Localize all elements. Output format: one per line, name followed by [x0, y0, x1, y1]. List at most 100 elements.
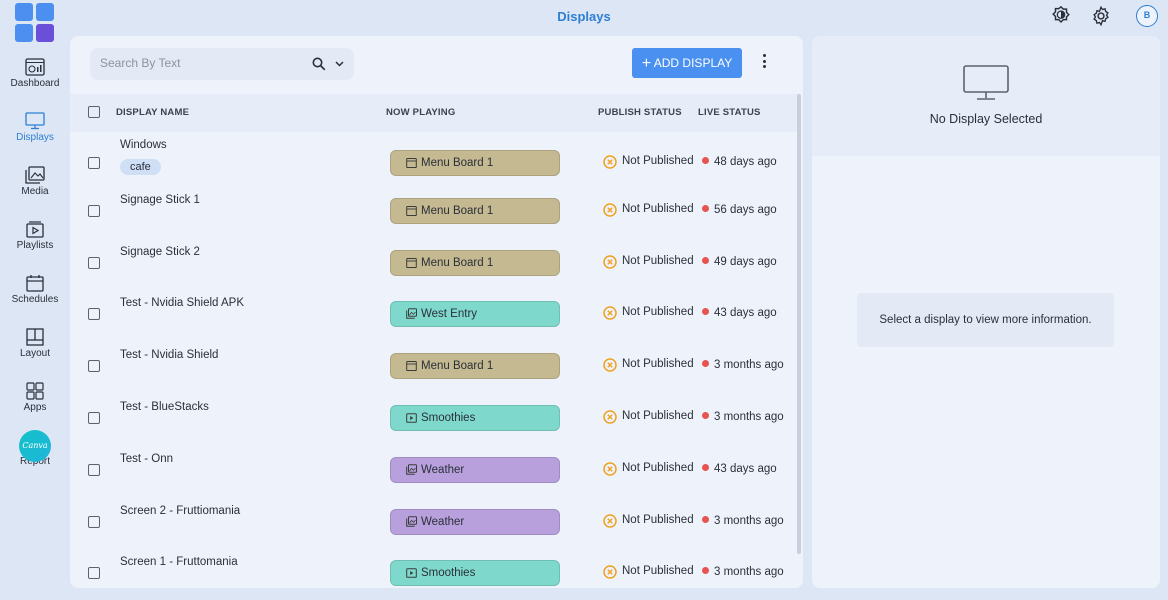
sidebar-item-playlists[interactable]: Playlists	[0, 220, 70, 266]
chevron-down-icon[interactable]	[335, 61, 344, 67]
playlist-icon	[26, 221, 44, 238]
publish-status: Not Published	[603, 155, 694, 169]
sidebar-item-label: Media	[21, 186, 49, 197]
display-name[interactable]: Test - Nvidia Shield	[120, 349, 219, 362]
now-playing-label: Weather	[421, 463, 465, 476]
not-published-icon	[603, 462, 617, 476]
now-playing-chip[interactable]: Menu Board 1	[390, 150, 560, 176]
search-icon[interactable]	[312, 57, 326, 71]
display-name[interactable]: Test - Onn	[120, 452, 174, 465]
display-tag[interactable]: cafe	[120, 159, 161, 175]
not-published-icon	[603, 203, 617, 217]
now-playing-chip[interactable]: Smoothies	[390, 560, 560, 587]
sidebar-item-media[interactable]: Media	[0, 166, 70, 212]
live-status-text: 43 days ago	[714, 462, 777, 475]
more-options-icon[interactable]	[758, 54, 770, 72]
table-row[interactable]: Screen 2 - Fruttiomania Weather Not Publis…	[70, 495, 798, 547]
display-name[interactable]: Signage Stick 1	[120, 193, 200, 206]
row-checkbox[interactable]	[88, 204, 100, 217]
publish-status: Not Published	[603, 461, 694, 476]
now-playing-chip[interactable]: Menu Board 1	[390, 353, 560, 380]
search-input[interactable]	[100, 56, 300, 70]
sidebar-item-layout[interactable]: Layout	[0, 328, 70, 374]
row-checkbox[interactable]	[88, 412, 100, 424]
display-name[interactable]: Windows	[120, 139, 167, 151]
not-published-icon	[603, 358, 617, 372]
live-status: 56 days ago	[702, 204, 777, 216]
sidebar-item-apps[interactable]: Apps	[0, 382, 70, 428]
display-name[interactable]: Screen 1 - Fruttomania	[120, 556, 238, 569]
now-playing-label: Weather	[421, 515, 465, 528]
publish-status-text: Not Published	[622, 461, 694, 474]
table-row[interactable]: Screen 1 - Fruttomania Smoothies Not Publi…	[70, 546, 798, 588]
table-row[interactable]: Test - Nvidia Shield APK West Entry Not Pu…	[70, 287, 798, 339]
publish-status-text: Not Published	[622, 306, 694, 319]
table-row[interactable]: Test - Nvidia Shield Menu Board 1 Not Publ…	[70, 339, 798, 391]
top-bar: Displays B	[0, 0, 1168, 42]
table-row[interactable]: Test - BlueStacks Smoothies Not Published 3…	[70, 391, 798, 443]
live-status: 43 days ago	[702, 307, 777, 319]
row-checkbox[interactable]	[88, 515, 100, 528]
gear-icon[interactable]	[1090, 5, 1112, 27]
publish-status: Not Published	[603, 565, 694, 580]
publish-status-text: Not Published	[622, 513, 694, 526]
publish-status-text: Not Published	[622, 254, 694, 267]
display-name[interactable]: Signage Stick 2	[120, 245, 200, 258]
select-all-checkbox[interactable]	[88, 106, 100, 118]
row-checkbox[interactable]	[88, 157, 100, 169]
not-published-icon	[603, 410, 617, 424]
now-playing-label: Menu Board 1	[421, 157, 494, 169]
publish-status-text: Not Published	[622, 410, 694, 422]
sidebar: Dashboard Displays Media Playlists Sched…	[0, 50, 70, 482]
row-checkbox[interactable]	[88, 256, 100, 269]
display-name[interactable]: Test - Nvidia Shield APK	[120, 297, 245, 310]
sidebar-item-displays[interactable]: Displays	[0, 112, 70, 158]
column-header-now-playing[interactable]: NOW PLAYING	[386, 107, 456, 118]
now-playing-chip[interactable]: Smoothies	[390, 405, 560, 431]
now-playing-chip[interactable]: Weather	[390, 456, 560, 483]
add-display-label: ADD DISPLAY	[653, 56, 733, 70]
column-header-live-status[interactable]: LIVE STATUS	[698, 107, 761, 118]
table-row[interactable]: Windows cafe Menu Board 1 Not Published 48 d…	[70, 132, 798, 184]
display-detail-panel: No Display Selected Select a display to …	[812, 36, 1160, 588]
apps-icon	[26, 382, 44, 400]
live-status-text: 49 days ago	[714, 255, 777, 268]
dashboard-icon	[25, 58, 45, 76]
row-checkbox[interactable]	[88, 463, 100, 476]
theme-toggle-icon[interactable]	[1050, 5, 1072, 27]
status-dot	[702, 157, 709, 164]
status-dot	[702, 308, 709, 316]
row-checkbox[interactable]	[88, 308, 100, 321]
add-display-button[interactable]: + ADD DISPLAY	[632, 48, 742, 78]
monitor-icon	[963, 65, 1009, 100]
now-playing-chip[interactable]: West Entry	[390, 301, 560, 328]
table-row[interactable]: Test - Onn Weather Not Published 43 days ag…	[70, 443, 798, 495]
publish-status: Not Published	[603, 513, 694, 528]
column-header-publish-status[interactable]: PUBLISH STATUS	[598, 107, 682, 118]
sidebar-item-label: Dashboard	[10, 78, 60, 89]
now-playing-chip[interactable]: Menu Board 1	[390, 249, 560, 276]
table-row[interactable]: Signage Stick 1 Menu Board 1 Not Published…	[70, 184, 798, 236]
display-name[interactable]: Screen 2 - Fruttiomania	[120, 504, 241, 517]
not-published-icon	[603, 254, 617, 269]
monitor-icon	[25, 112, 45, 130]
display-name[interactable]: Test - BlueStacks	[120, 401, 209, 413]
table-row[interactable]: Signage Stick 2 Menu Board 1 Not Published…	[70, 236, 798, 288]
canva-logo-button[interactable]: Canva	[19, 430, 51, 462]
row-checkbox[interactable]	[88, 567, 100, 580]
not-published-icon	[603, 155, 617, 169]
status-dot	[702, 515, 709, 523]
now-playing-chip[interactable]: Weather	[390, 508, 560, 535]
column-header-name[interactable]: DISPLAY NAME	[116, 107, 190, 118]
user-avatar[interactable]: B	[1136, 5, 1158, 27]
now-playing-label: Smoothies	[421, 412, 476, 424]
empty-title: No Display Selected	[929, 112, 1043, 126]
plus-icon: +	[641, 55, 652, 72]
live-status-text: 3 months ago	[714, 411, 784, 423]
table-scrollbar[interactable]	[797, 94, 803, 554]
row-checkbox[interactable]	[88, 360, 100, 373]
app-logo[interactable]	[15, 3, 54, 42]
sidebar-item-schedules[interactable]: Schedules	[0, 274, 70, 320]
sidebar-item-dashboard[interactable]: Dashboard	[0, 58, 70, 104]
now-playing-chip[interactable]: Menu Board 1	[390, 197, 560, 224]
